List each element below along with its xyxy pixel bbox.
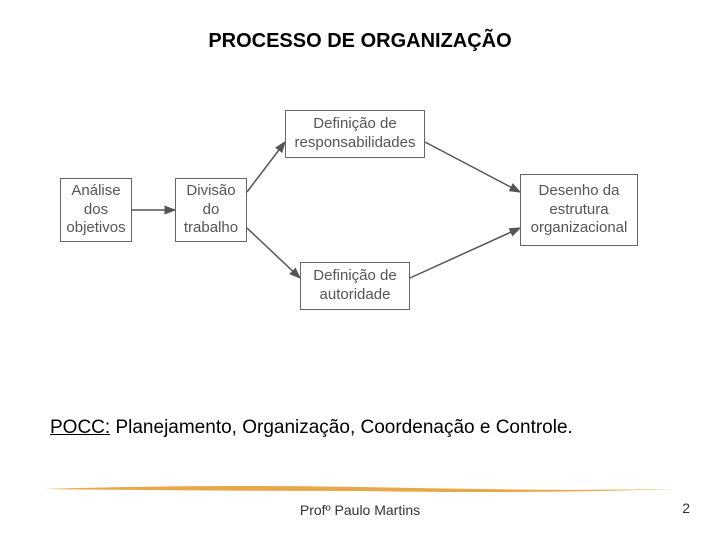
flowchart-node-n2: Divisãodotrabalho bbox=[175, 178, 247, 242]
page-number: 2 bbox=[682, 500, 690, 516]
footer-author: Profº Paulo Martins bbox=[0, 502, 720, 518]
page-title: PROCESSO DE ORGANIZAÇÃO bbox=[0, 30, 720, 53]
flowchart-edge-n3-n5 bbox=[425, 142, 520, 192]
pocc-label: POCC: bbox=[50, 417, 110, 438]
flowchart-edge-n2-n4 bbox=[247, 228, 300, 278]
flowchart-edge-n4-n5 bbox=[410, 228, 520, 278]
flowchart-node-n3: Definição deresponsabilidades bbox=[285, 110, 425, 158]
pocc-definition: POCC: Planejamento, Organização, Coorden… bbox=[50, 415, 670, 441]
flowchart-node-n4: Definição deautoridade bbox=[300, 262, 410, 310]
flowchart-edge-n2-n3 bbox=[247, 142, 285, 192]
flowchart-diagram: Análisedosobjetivos Divisãodotrabalho Defi… bbox=[60, 100, 660, 320]
divider bbox=[45, 480, 675, 488]
flowchart-node-n5: Desenho daestruturaorganizacional bbox=[520, 174, 638, 246]
flowchart-node-n1: Análisedosobjetivos bbox=[60, 178, 132, 242]
pocc-text: Planejamento, Organização, Coordenação e… bbox=[115, 417, 572, 438]
